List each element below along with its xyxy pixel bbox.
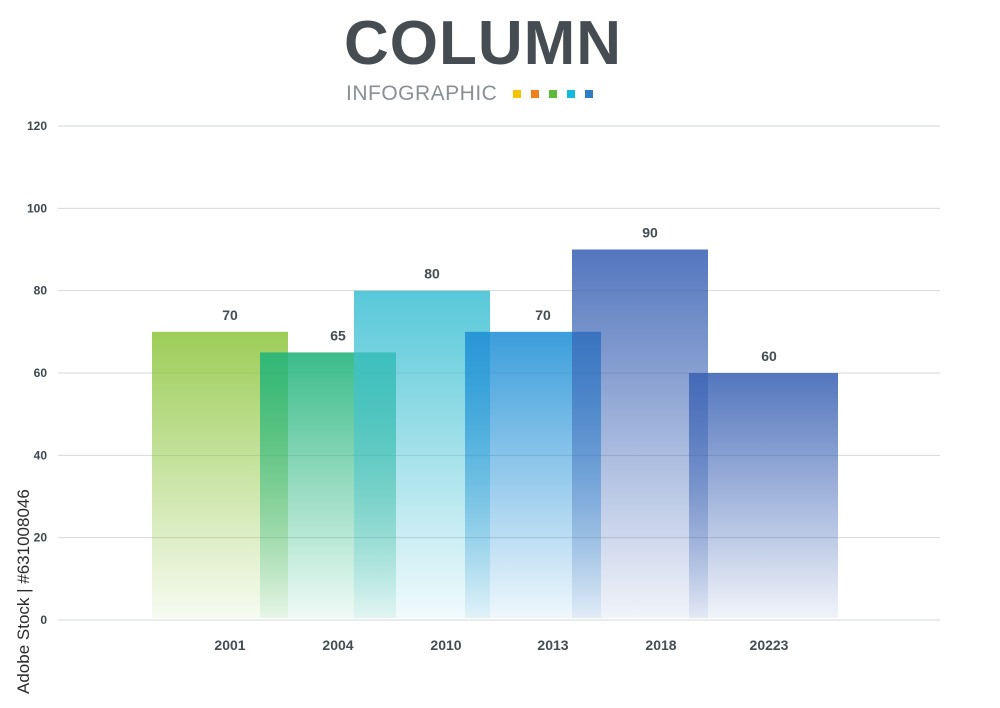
swatch-0 [513,90,522,98]
chart-title: COLUMN [343,9,623,78]
y-tick-label-100: 100 [27,201,47,215]
y-tick-label-120: 120 [27,119,47,133]
y-tick-label-60: 60 [34,366,48,380]
bar-2018 [572,249,708,618]
x-tick-label-20223: 20223 [750,637,789,653]
x-tick-label-2013: 2013 [537,637,568,653]
subtitle-row: INFOGRAPHIC [346,82,603,106]
data-label-2010: 80 [424,266,440,282]
category-labels: 2001 2004 2010 2013 2018 20223 [214,637,788,653]
swatch-1 [531,90,540,98]
swatch-4 [585,90,594,98]
data-labels: 70 65 80 70 90 60 [222,225,777,365]
x-tick-label-2001: 2001 [214,637,245,653]
x-tick-label-2010: 2010 [430,637,461,653]
data-label-2013: 70 [535,307,551,323]
data-label-2018: 90 [642,225,658,241]
bars [152,249,838,618]
data-label-2001: 70 [222,307,238,323]
y-tick-label-40: 40 [34,448,48,462]
x-tick-label-2004: 2004 [322,637,353,653]
x-tick-label-2018: 2018 [645,637,676,653]
bar-20223 [689,373,838,618]
y-tick-label-20: 20 [34,531,48,545]
watermark-side-text: Adobe Stock | #631008046 [14,489,33,694]
data-label-2004: 65 [330,327,346,343]
y-tick-label-0: 0 [40,613,47,627]
swatch-3 [567,90,576,98]
color-swatches [513,90,603,98]
data-label-20223: 60 [761,348,777,364]
chart-subtitle: INFOGRAPHIC [346,82,498,105]
y-axis-ticks: 0 20 40 60 80 100 120 [27,119,47,627]
swatch-2 [549,90,558,98]
y-tick-label-80: 80 [34,284,48,298]
